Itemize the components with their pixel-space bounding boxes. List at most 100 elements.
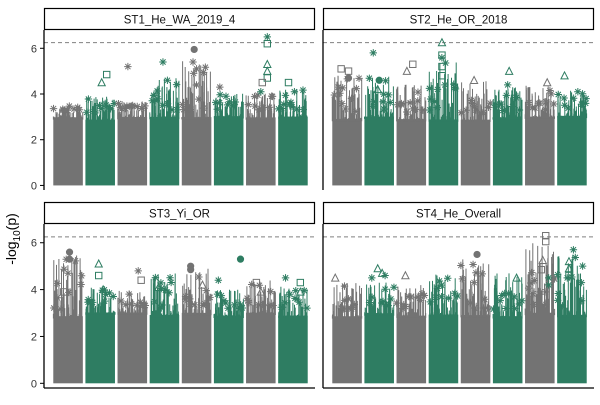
highlight-point xyxy=(369,49,377,57)
chromosome-spikes xyxy=(85,287,116,315)
point xyxy=(231,98,240,106)
point xyxy=(344,295,353,303)
point xyxy=(53,279,61,288)
highlight-point xyxy=(94,258,104,268)
point xyxy=(127,300,136,308)
point xyxy=(49,104,58,113)
highlight-point xyxy=(473,250,481,259)
highlight-point xyxy=(544,281,553,289)
highlight-point xyxy=(65,255,74,263)
point xyxy=(416,296,425,305)
point xyxy=(128,101,137,110)
y-axis-label-subscript: 10 xyxy=(12,230,23,242)
point xyxy=(380,105,388,113)
chromosome-1 xyxy=(49,102,84,186)
chromosome-5 xyxy=(457,81,494,186)
point xyxy=(426,298,435,306)
point xyxy=(70,105,78,113)
chromosome-dense-band xyxy=(278,116,308,186)
chromosome-dense-band xyxy=(364,313,394,384)
point xyxy=(223,101,232,109)
point xyxy=(149,91,158,100)
highlight-point xyxy=(344,67,353,75)
highlight-point xyxy=(65,248,74,256)
highlight-point xyxy=(163,76,172,84)
point xyxy=(186,300,194,308)
point xyxy=(166,274,174,282)
point xyxy=(53,294,61,302)
chromosome-spikes xyxy=(557,254,587,318)
point xyxy=(470,102,479,111)
chromosome-dense-band xyxy=(181,117,212,186)
highlight-point xyxy=(187,266,195,274)
point xyxy=(578,262,587,270)
point xyxy=(259,104,267,112)
point xyxy=(180,105,188,114)
point xyxy=(462,106,470,114)
point xyxy=(466,299,475,307)
point xyxy=(225,98,234,106)
point xyxy=(83,108,91,116)
chromosome-dense-band xyxy=(557,115,587,186)
point xyxy=(61,106,69,115)
point xyxy=(370,98,378,106)
point xyxy=(451,85,460,93)
point xyxy=(259,300,267,309)
highlight-point xyxy=(504,66,514,75)
highlight-point xyxy=(95,271,103,280)
highlight-point xyxy=(216,83,224,91)
highlight-point xyxy=(537,265,545,274)
point xyxy=(384,301,392,310)
point xyxy=(508,102,517,111)
point xyxy=(150,298,159,306)
chromosome-7 xyxy=(243,280,277,384)
point xyxy=(123,102,131,110)
panel-title: ST3_Yi_OR xyxy=(149,209,210,221)
point xyxy=(168,106,176,114)
point xyxy=(97,104,105,113)
point xyxy=(105,103,113,112)
point xyxy=(386,98,394,107)
point xyxy=(467,96,476,105)
y-axis-label-text: -log10(p) xyxy=(3,213,23,265)
point xyxy=(281,299,289,307)
highlight-points xyxy=(334,37,582,96)
point xyxy=(206,293,214,302)
chromosome-2 xyxy=(84,286,117,384)
point xyxy=(292,286,300,295)
point xyxy=(186,106,194,114)
point xyxy=(102,290,110,299)
point xyxy=(426,106,434,114)
point xyxy=(352,84,361,93)
chromosome-5 xyxy=(181,268,214,384)
chromosome-3 xyxy=(114,99,149,186)
point xyxy=(254,301,263,309)
highlight-point xyxy=(189,69,198,78)
point xyxy=(228,101,236,109)
highlight-point xyxy=(409,60,417,68)
point xyxy=(418,290,426,298)
highlight-point xyxy=(438,51,446,59)
chromosome-8 xyxy=(277,286,311,384)
point xyxy=(330,91,339,99)
chromosome-dense-band xyxy=(213,315,244,384)
highlight-point xyxy=(214,276,223,284)
point xyxy=(489,305,498,313)
chromosome-4 xyxy=(149,273,180,384)
point xyxy=(167,278,175,287)
chromosome-dense-band xyxy=(428,119,459,186)
chromosome-1 xyxy=(50,255,86,384)
highlight-point xyxy=(134,267,142,275)
chromosome-6 xyxy=(491,87,524,186)
chromosome-spikes xyxy=(492,273,523,319)
point xyxy=(71,257,80,265)
chromosome-dense-band xyxy=(396,119,427,186)
point xyxy=(550,275,559,283)
chromosome-2 xyxy=(364,282,398,384)
highlight-point xyxy=(344,74,353,82)
point xyxy=(365,74,374,82)
chromosome-dense-band xyxy=(213,116,244,186)
highlight-points xyxy=(59,248,305,296)
point xyxy=(542,300,550,309)
panel-strip xyxy=(322,7,595,31)
